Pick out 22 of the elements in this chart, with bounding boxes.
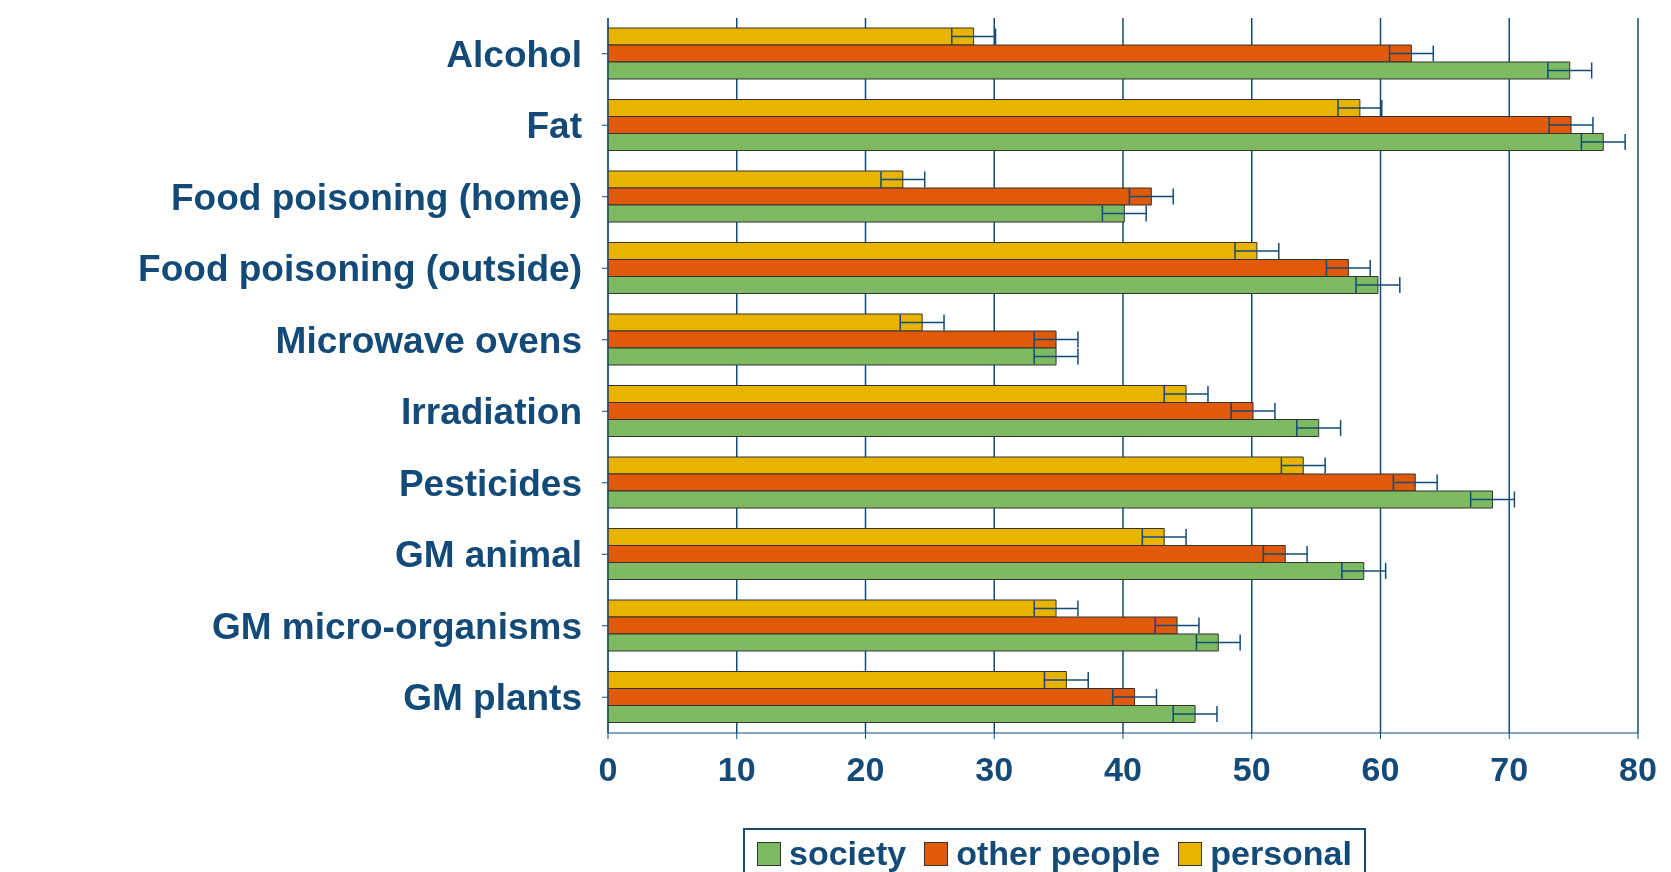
y-tick-label: GM micro-organisms	[211, 605, 582, 647]
y-tick-label: Fat	[526, 105, 582, 147]
x-tick-label: 10	[717, 750, 756, 789]
y-tick-label: Irradiation	[401, 391, 582, 433]
x-tick-label: 40	[1104, 750, 1142, 789]
x-tick-label: 80	[1619, 750, 1657, 789]
y-tick-label: Alcohol	[446, 33, 582, 75]
y-tick-label: Pesticides	[398, 462, 582, 504]
x-tick-label: 30	[975, 750, 1014, 789]
x-tick-label: 60	[1361, 750, 1400, 789]
legend-label: other people	[955, 834, 1161, 872]
x-tick-label: 70	[1490, 750, 1529, 789]
y-tick-label: GM plants	[403, 677, 582, 719]
y-tick-label: GM animal	[394, 534, 582, 576]
x-tick-label: 0	[598, 750, 618, 789]
legend-label: personal	[1209, 834, 1352, 872]
y-tick-label: Microwave ovens	[275, 319, 582, 361]
x-tick-label: 50	[1232, 750, 1271, 789]
legend-label: society	[788, 834, 907, 872]
y-tick-label: Food poisoning (home)	[170, 176, 582, 218]
y-tick-label: Food poisoning (outside)	[138, 248, 582, 290]
x-tick-label: 20	[846, 750, 885, 789]
